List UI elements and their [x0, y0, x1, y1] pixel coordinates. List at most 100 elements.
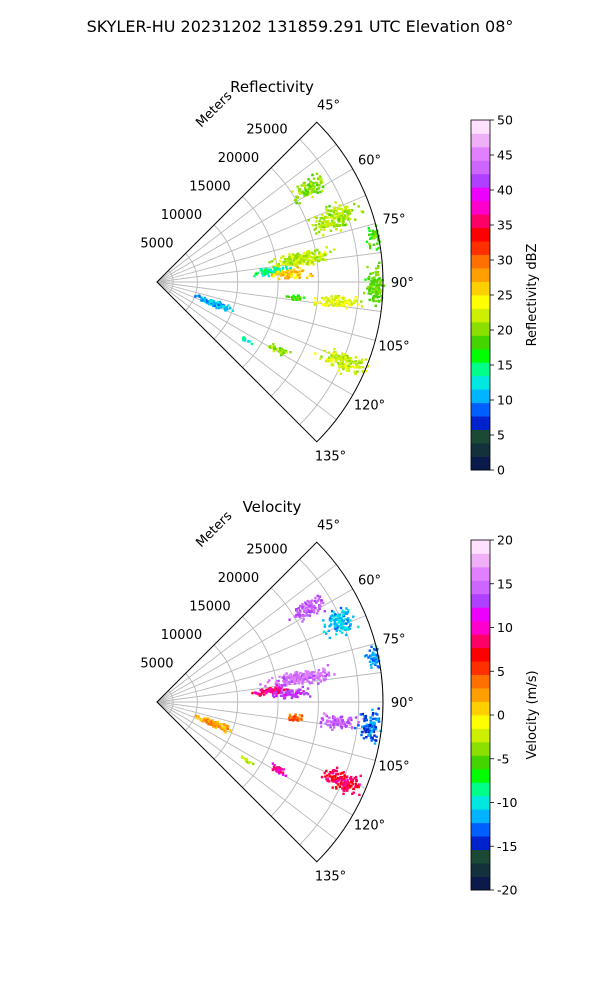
colorbar-segment — [471, 728, 490, 743]
colorbar-tick-label: -20 — [497, 883, 517, 898]
colorbar-tick-label: 10 — [497, 393, 513, 408]
colorbar-segment — [471, 429, 490, 444]
range-tick-label: 25000 — [246, 542, 287, 557]
colorbar-tick-label: 40 — [497, 183, 513, 198]
colorbar-tick-label: 5 — [497, 664, 505, 679]
colorbar-segment — [471, 741, 490, 756]
range-tick-label: 5000 — [140, 657, 173, 672]
colorbar-segment — [471, 308, 490, 323]
colorbar-segment — [471, 348, 490, 363]
range-tick-label: 20000 — [218, 571, 259, 586]
range-tick-label: 15000 — [189, 179, 230, 194]
echo-cell — [285, 294, 306, 301]
colorbar-tick-label: -10 — [497, 795, 517, 810]
colorbar-segment — [471, 674, 490, 689]
range-axis-label: Meters — [193, 89, 235, 131]
azimuth-line — [156, 588, 353, 703]
azimuth-tick-label: 75° — [382, 213, 405, 228]
polar-grid — [156, 138, 383, 426]
colorbar-segment — [471, 809, 490, 824]
azimuth-line — [156, 643, 376, 703]
echo-cell — [259, 664, 336, 688]
colorbar-segment — [471, 755, 490, 770]
echo-cell — [313, 295, 364, 310]
range-tick-label: 25000 — [246, 122, 287, 137]
echo-cell — [307, 201, 365, 237]
azimuth-line — [156, 144, 337, 283]
echo-cell — [314, 347, 369, 376]
echo-cell — [287, 713, 304, 723]
colorbar-segment — [471, 566, 490, 581]
colorbar-segment — [471, 173, 490, 188]
range-labels: 5000 10000 15000 20000 25000 — [140, 542, 287, 671]
colorbar-segment — [471, 822, 490, 837]
echo-cell — [320, 766, 362, 797]
colorbar-segment — [471, 241, 490, 256]
echo-cell — [271, 685, 312, 700]
panel-title: Reflectivity — [230, 78, 314, 96]
echo-cell — [241, 336, 254, 346]
colorbar-tick-label: 25 — [497, 288, 513, 303]
azimuth-line — [156, 615, 366, 703]
colorbar-segment — [471, 849, 490, 864]
azimuth-line — [156, 701, 376, 761]
colorbar-label: Velocity (m/s) — [525, 670, 540, 759]
colorbar-segment — [471, 456, 490, 471]
range-tick-label: 20000 — [218, 151, 259, 166]
colorbar-segment — [471, 120, 490, 134]
azimuth-line — [156, 281, 366, 369]
colorbar-segment — [471, 540, 490, 554]
range-tick-label: 10000 — [161, 628, 202, 643]
azimuth-line — [156, 672, 382, 703]
polar-grid — [156, 558, 383, 846]
colorbar-segment — [471, 227, 490, 242]
colorbar-tick-label: 20 — [497, 323, 513, 338]
azimuth-tick-label: 135° — [315, 450, 346, 465]
colorbar-tick-label: 15 — [497, 358, 513, 373]
colorbar-tick-label: 5 — [497, 428, 505, 443]
colorbar-segment — [471, 620, 490, 635]
range-tick-label: 10000 — [161, 208, 202, 223]
azimuth-labels: 45° 60° 75° 90° 105° 120° 135° — [315, 519, 414, 885]
sector-outline — [156, 541, 384, 863]
colorbar-segment — [471, 688, 490, 702]
colorbar-segment — [471, 362, 490, 377]
colorbar-tick-label: 0 — [497, 708, 505, 723]
azimuth-tick-label: 105° — [378, 340, 409, 355]
echo-cell — [240, 755, 255, 765]
colorbar-segment — [471, 795, 490, 810]
azimuth-tick-label: 135° — [315, 870, 346, 885]
colorbar-segment — [471, 580, 490, 595]
colorbar-segment — [471, 214, 490, 229]
colorbar-segment — [471, 876, 490, 891]
colorbar-segment — [471, 254, 490, 269]
colorbar-segment — [471, 200, 490, 215]
figure-title: SKYLER-HU 20231202 131859.291 UTC Elevat… — [87, 17, 514, 36]
azimuth-tick-label: 120° — [354, 819, 385, 834]
azimuth-tick-label: 60° — [358, 573, 381, 588]
colorbar-segment — [471, 402, 490, 417]
colorbar-segment — [471, 443, 490, 457]
range-axis-label: Meters — [193, 509, 235, 551]
colorbar-segment — [471, 607, 490, 622]
colorbar-segment — [471, 146, 490, 161]
azimuth-labels: 45° 60° 75° 90° 105° 120° 135° — [315, 99, 414, 465]
azimuth-tick-label: 45° — [317, 519, 340, 534]
echo-cell — [194, 714, 232, 734]
colorbar-segment — [471, 281, 490, 296]
colorbar-segment — [471, 268, 490, 282]
echo-cell — [360, 261, 386, 307]
colorbar-tick-label: -5 — [497, 751, 509, 766]
colorbar-segment — [471, 389, 490, 404]
colorbar-segment — [471, 295, 490, 309]
azimuth-line — [156, 281, 337, 420]
echo-cell — [363, 645, 381, 669]
colorbar: 0 5 10 15 20 25 30 35 40 45 50 Reflectivity dBZ — [470, 113, 540, 478]
azimuth-tick-label: 90° — [391, 276, 414, 291]
colorbar-tick-label: 0 — [497, 463, 505, 478]
azimuth-tick-label: 105° — [378, 760, 409, 775]
azimuth-line — [156, 168, 353, 283]
range-tick-label: 5000 — [140, 237, 173, 252]
sector-outline — [156, 121, 384, 443]
echo-cell — [319, 712, 365, 731]
